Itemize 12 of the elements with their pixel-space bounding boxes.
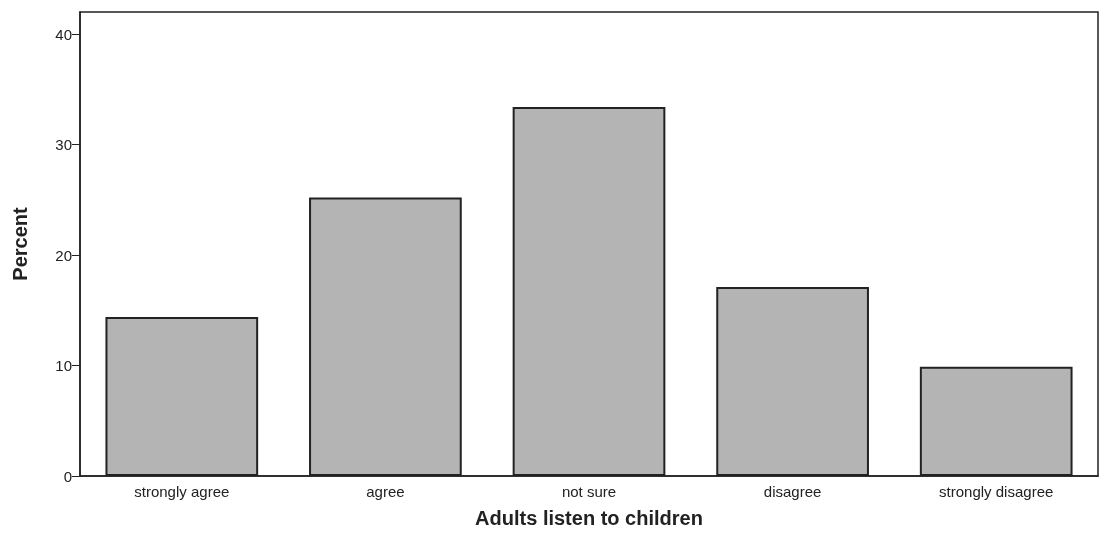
x-tick-label: agree xyxy=(366,483,405,500)
y-tick-label: 30 xyxy=(55,136,72,154)
x-tick-label: disagree xyxy=(763,483,822,500)
x-tick-label: strongly agree xyxy=(134,483,230,500)
x-tick-label: strongly disagree xyxy=(939,483,1054,500)
y-tick-label: 20 xyxy=(55,246,72,264)
y-tick-label: 0 xyxy=(63,467,72,485)
x-axis-title: Adults listen to children xyxy=(475,507,703,529)
y-tick-label: 10 xyxy=(55,357,72,375)
y-tick-label: 40 xyxy=(55,25,72,43)
y-axis-title: Percent xyxy=(9,206,31,281)
x-tick-label: not sure xyxy=(561,483,617,500)
